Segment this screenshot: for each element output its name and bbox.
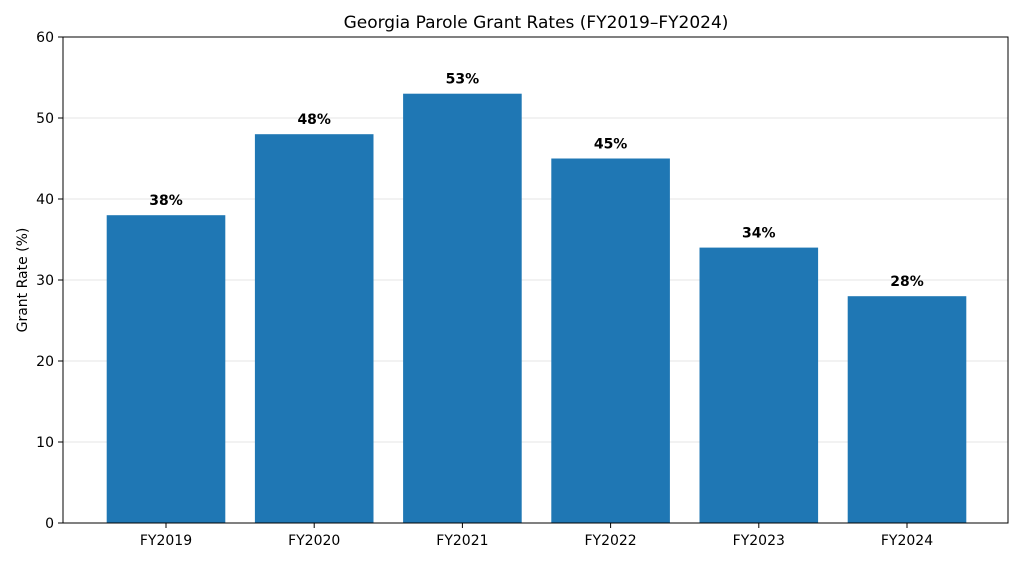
x-tick-label: FY2019: [140, 533, 192, 549]
x-tick-label: FY2020: [288, 533, 340, 549]
y-tick-label: 30: [36, 273, 54, 289]
y-tick-label: 20: [36, 354, 54, 370]
data-label: 48%: [297, 112, 331, 128]
y-tick-label: 60: [36, 30, 54, 46]
x-tick-label: FY2022: [584, 533, 636, 549]
x-tick-label: FY2024: [881, 533, 933, 549]
bar: [699, 247, 819, 523]
bars: [106, 93, 967, 523]
y-tick-label: 50: [36, 111, 54, 127]
chart-title: Georgia Parole Grant Rates (FY2019–FY202…: [344, 13, 729, 33]
x-axis-ticks: FY2019 FY2020 FY2021 FY2022 FY2023 FY2024: [140, 523, 933, 549]
bar: [254, 134, 374, 523]
bar: [551, 158, 670, 523]
data-label: 45%: [594, 137, 628, 153]
x-tick-label: FY2021: [436, 533, 488, 549]
y-tick-label: 0: [45, 516, 54, 532]
data-labels: 38% 48% 53% 45% 34% 28%: [149, 72, 924, 291]
y-tick-label: 40: [36, 192, 54, 208]
bar: [847, 296, 967, 523]
data-label: 34%: [742, 226, 776, 242]
y-tick-label: 10: [36, 435, 54, 451]
y-axis-ticks: 0 10 20 30 40 50 60: [36, 30, 63, 532]
y-axis-label: Grant Rate (%): [15, 228, 31, 333]
data-label: 38%: [149, 193, 183, 209]
data-label: 28%: [890, 274, 924, 290]
bar: [403, 93, 522, 523]
bar: [106, 215, 226, 523]
data-label: 53%: [446, 72, 480, 88]
x-tick-label: FY2023: [733, 533, 785, 549]
